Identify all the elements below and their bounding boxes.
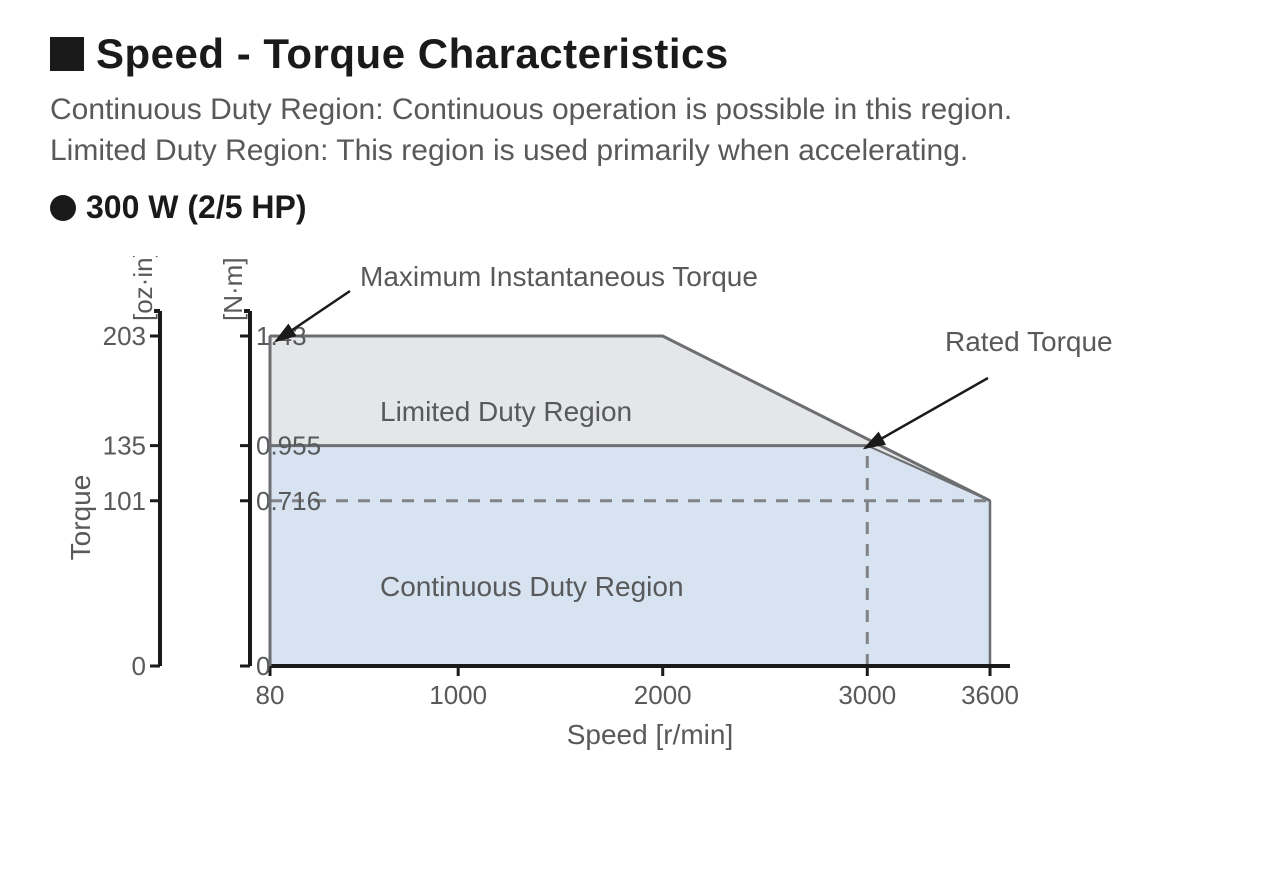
svg-text:Speed [r/min]: Speed [r/min] bbox=[567, 719, 734, 750]
title-row: Speed - Torque Characteristics bbox=[50, 30, 1230, 78]
description: Continuous Duty Region: Continuous opera… bbox=[50, 90, 1230, 171]
svg-text:[N·m]: [N·m] bbox=[218, 257, 248, 321]
svg-text:1000: 1000 bbox=[429, 680, 487, 710]
speed-torque-chart: 80 1000 2000 3000 3600 Speed [r/min] 0 0.716 0.9… bbox=[50, 256, 1150, 776]
svg-text:80: 80 bbox=[256, 680, 285, 710]
svg-text:2000: 2000 bbox=[634, 680, 692, 710]
svg-text:0.955: 0.955 bbox=[256, 431, 321, 461]
subhead-row: 300 W (2/5 HP) bbox=[50, 189, 1230, 226]
svg-text:Rated Torque: Rated Torque bbox=[945, 326, 1113, 357]
chart-svg: 80 1000 2000 3000 3600 Speed [r/min] 0 0.716 0.9… bbox=[50, 256, 1150, 776]
svg-text:3600: 3600 bbox=[961, 680, 1019, 710]
svg-text:135: 135 bbox=[103, 431, 146, 461]
svg-text:Limited Duty Region: Limited Duty Region bbox=[380, 396, 632, 427]
svg-text:Torque: Torque bbox=[65, 475, 96, 561]
svg-text:0: 0 bbox=[256, 651, 270, 681]
page-title: Speed - Torque Characteristics bbox=[96, 30, 729, 78]
svg-text:0.716: 0.716 bbox=[256, 486, 321, 516]
page-root: Speed - Torque Characteristics Continuou… bbox=[0, 0, 1280, 870]
svg-text:3000: 3000 bbox=[838, 680, 896, 710]
svg-text:Continuous Duty Region: Continuous Duty Region bbox=[380, 571, 684, 602]
svg-text:0: 0 bbox=[132, 651, 146, 681]
subhead-bullet-circle bbox=[50, 195, 76, 221]
svg-text:[oz·in]: [oz·in] bbox=[128, 256, 158, 321]
desc-line-2: Limited Duty Region: This region is used… bbox=[50, 131, 1230, 172]
subhead-text: 300 W (2/5 HP) bbox=[86, 189, 307, 226]
svg-text:101: 101 bbox=[103, 486, 146, 516]
svg-text:Maximum Instantaneous Torque: Maximum Instantaneous Torque bbox=[360, 261, 758, 292]
desc-line-1: Continuous Duty Region: Continuous opera… bbox=[50, 90, 1230, 131]
title-bullet-square bbox=[50, 37, 84, 71]
svg-text:203: 203 bbox=[103, 321, 146, 351]
